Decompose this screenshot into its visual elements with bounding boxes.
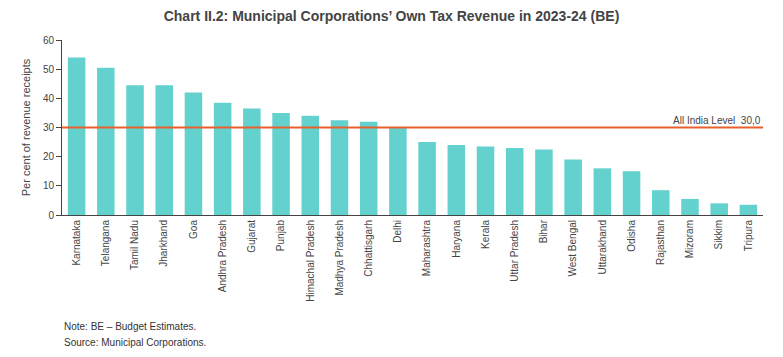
svg-text:0: 0 [48, 210, 54, 221]
svg-text:Madhya Pradesh: Madhya Pradesh [334, 220, 345, 296]
svg-text:Chhattisgarh: Chhattisgarh [363, 220, 374, 277]
svg-text:40: 40 [43, 93, 55, 104]
svg-text:Andhra Pradesh: Andhra Pradesh [217, 220, 228, 292]
svg-text:Karnataka: Karnataka [71, 220, 82, 266]
svg-text:Punjab: Punjab [275, 220, 286, 252]
svg-text:Odisha: Odisha [626, 220, 637, 252]
svg-text:Chart II.2: Municipal Corporat: Chart II.2: Municipal Corporations’ Own … [164, 8, 620, 24]
svg-text:50: 50 [43, 64, 55, 75]
svg-text:Bihar: Bihar [538, 219, 549, 243]
svg-text:Tamil Nadu: Tamil Nadu [129, 220, 140, 270]
svg-text:Rajasthan: Rajasthan [655, 220, 666, 265]
svg-text:Himachal Pradesh: Himachal Pradesh [305, 220, 316, 302]
svg-text:West Bengal: West Bengal [567, 220, 578, 277]
svg-text:Haryana: Haryana [451, 220, 462, 258]
svg-text:Goa: Goa [188, 220, 199, 239]
svg-text:60: 60 [43, 35, 55, 46]
svg-text:Note: BE – Budget Estimates.: Note: BE – Budget Estimates. [64, 321, 196, 332]
svg-text:Mizoram: Mizoram [684, 220, 695, 258]
svg-text:Gujarat: Gujarat [246, 220, 257, 253]
svg-text:10: 10 [43, 180, 55, 191]
svg-text:Maharashtra: Maharashtra [421, 220, 432, 277]
svg-text:Delhi: Delhi [392, 220, 403, 243]
svg-text:Uttarakhand: Uttarakhand [597, 220, 608, 274]
svg-text:20: 20 [43, 151, 55, 162]
svg-text:Telangana: Telangana [100, 220, 111, 267]
svg-text:Tripura: Tripura [743, 220, 754, 252]
svg-text:Sikkim: Sikkim [713, 220, 724, 249]
svg-text:All India Level 30,0: All India Level 30,0 [673, 115, 761, 126]
svg-text:30: 30 [43, 122, 55, 133]
svg-text:Source: Municipal Corporations: Source: Municipal Corporations. [64, 337, 206, 348]
svg-text:Jharkhand: Jharkhand [158, 220, 169, 267]
svg-text:Kerala: Kerala [480, 220, 491, 249]
svg-text:Uttar Pradesh: Uttar Pradesh [509, 220, 520, 282]
svg-text:Per cent of revenue receipts: Per cent of revenue receipts [20, 58, 32, 196]
